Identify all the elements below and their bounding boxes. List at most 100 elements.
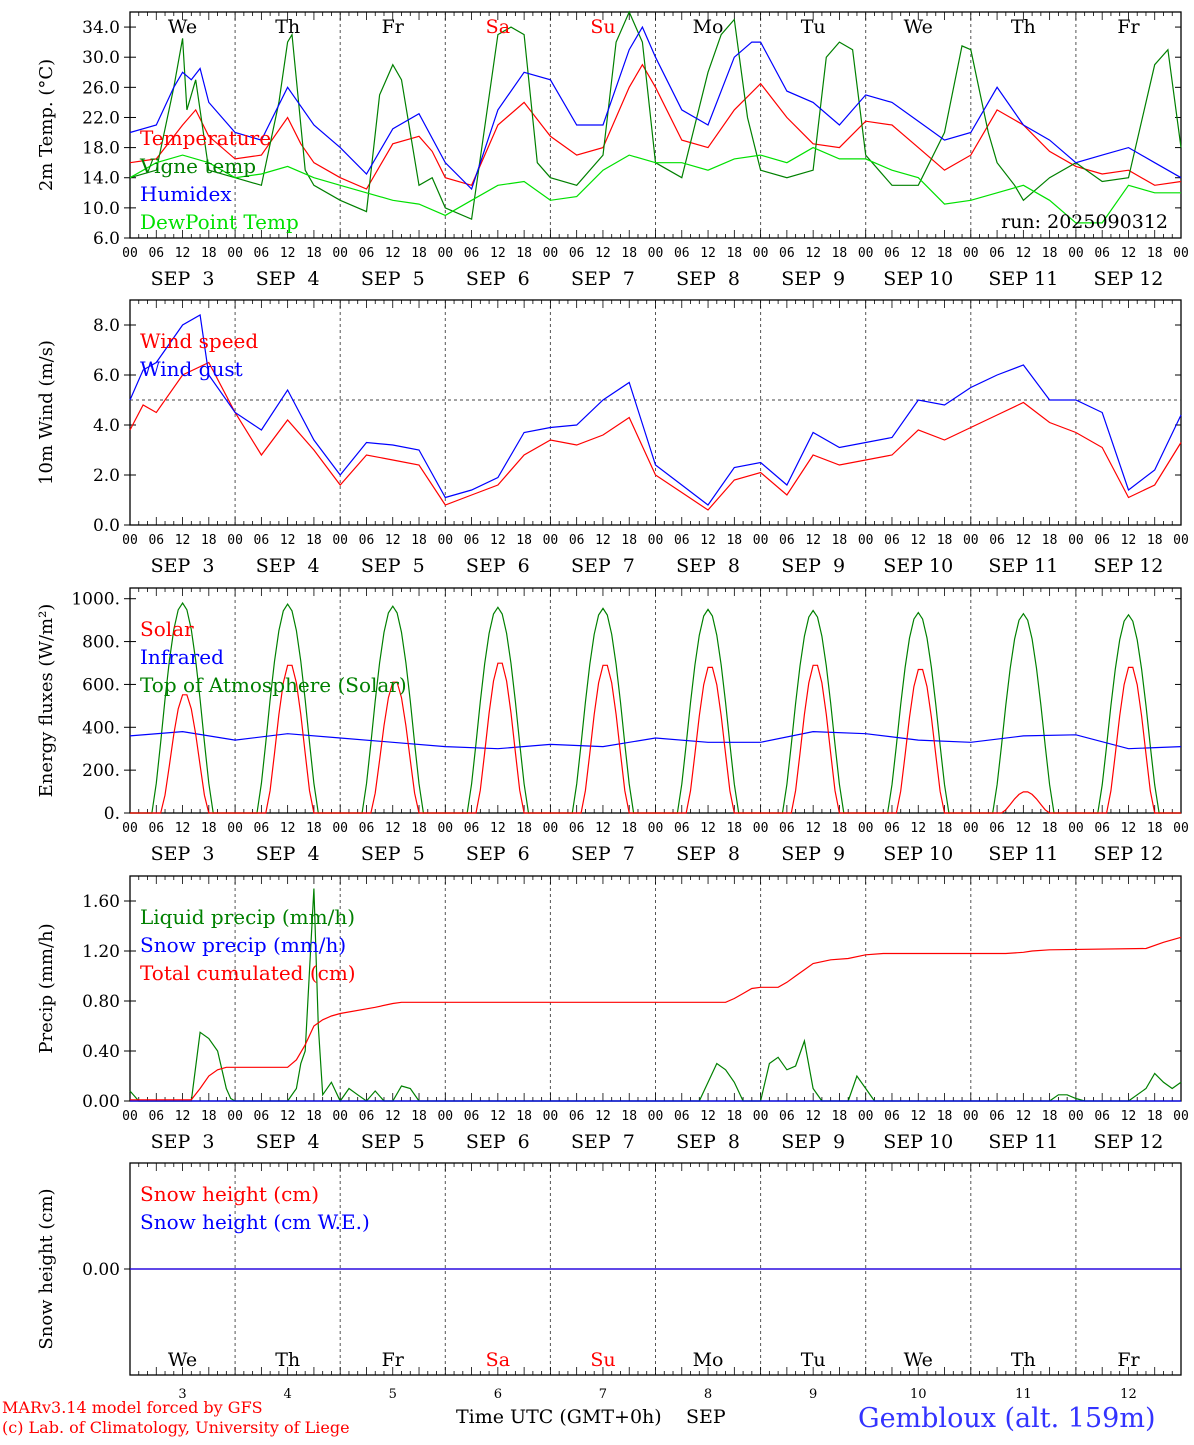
- x-hour-label: 12: [1121, 1109, 1137, 1124]
- series-humidex: [129, 25, 1182, 191]
- x-hour-label: 18: [937, 1109, 953, 1124]
- x-date-label: SEP 4: [256, 843, 320, 865]
- x-hour-label: 18: [411, 246, 427, 261]
- x-hour-label: 06: [148, 246, 164, 261]
- x-hour-label: 12: [910, 1109, 926, 1124]
- x-hour-label: 00: [332, 1109, 348, 1124]
- series-infrared: [129, 730, 1182, 750]
- x-date-label: SEP 10: [883, 268, 953, 290]
- x-hour-label: 18: [1042, 821, 1058, 836]
- x-hour-label: 06: [569, 533, 585, 548]
- x-hour-label: 06: [148, 1109, 164, 1124]
- date-number: 12: [1120, 1387, 1137, 1402]
- y-axis-title: 10m Wind (m/s): [36, 340, 57, 485]
- x-date-label: SEP 6: [466, 268, 530, 290]
- x-hour-label: 12: [175, 246, 191, 261]
- x-hour-label: 12: [595, 821, 611, 836]
- x-hour-label: 18: [937, 533, 953, 548]
- y-tick-label: 1000.: [71, 590, 120, 610]
- x-date-label: SEP 8: [676, 843, 740, 865]
- x-date-label: SEP 12: [1094, 1131, 1164, 1153]
- x-date-label: SEP 10: [883, 843, 953, 865]
- x-hour-label: 00: [122, 1109, 138, 1124]
- x-hour-label: 12: [595, 1109, 611, 1124]
- x-hour-label: 12: [175, 1109, 191, 1124]
- date-number: 5: [389, 1387, 397, 1402]
- x-hour-label: 06: [884, 246, 900, 261]
- x-hour-label: 00: [437, 533, 453, 548]
- x-hour-label: 12: [280, 1109, 296, 1124]
- x-hour-label: 18: [621, 246, 637, 261]
- x-hour-label: 18: [1042, 533, 1058, 548]
- x-hour-label: 06: [254, 821, 270, 836]
- x-hour-label: 00: [858, 246, 874, 261]
- x-hour-label: 06: [359, 821, 375, 836]
- footer-lab: (c) Lab. of Climatology, University of L…: [2, 1418, 350, 1437]
- x-hour-label: 18: [621, 533, 637, 548]
- x-hour-label: 00: [648, 1109, 664, 1124]
- station-label: Gembloux (alt. 159m): [858, 1403, 1155, 1434]
- x-date-label: SEP 9: [781, 555, 845, 577]
- legend-entry: Liquid precip (mm/h): [140, 905, 355, 929]
- x-hour-label: 18: [1147, 821, 1163, 836]
- day-name: Su: [590, 16, 615, 38]
- x-hour-label: 00: [1068, 1109, 1084, 1124]
- x-hour-label: 00: [122, 246, 138, 261]
- x-date-label: SEP 11: [988, 843, 1058, 865]
- panel-energy: 0. 200. 400. 600. 800. 1000. Energy fluxes (W/…: [36, 587, 1189, 865]
- x-date-label: SEP 3: [151, 555, 215, 577]
- y-axis-title: Snow height (cm): [36, 1188, 57, 1349]
- x-hour-label: 18: [726, 533, 742, 548]
- x-date-label: SEP 7: [571, 268, 635, 290]
- x-axis-month: SEP: [686, 1406, 726, 1428]
- x-hour-label: 00: [1173, 821, 1189, 836]
- x-hour-label: 12: [1016, 1109, 1032, 1124]
- x-hour-label: 18: [937, 821, 953, 836]
- x-hour-label: 18: [1147, 246, 1163, 261]
- panel-snow: 0.00 Snow height (cm) Snow height (cm) Snow…: [36, 1162, 1182, 1402]
- y-tick-label: 400.: [82, 718, 120, 738]
- series-wind-speed: [129, 361, 1182, 511]
- x-hour-label: 00: [648, 246, 664, 261]
- day-name: Mo: [693, 1349, 724, 1371]
- x-hour-label: 00: [227, 821, 243, 836]
- y-tick-label: 1.60: [82, 892, 120, 912]
- x-hour-label: 06: [254, 1109, 270, 1124]
- x-hour-label: 18: [1147, 533, 1163, 548]
- x-hour-label: 00: [963, 821, 979, 836]
- day-name: Su: [590, 1349, 615, 1371]
- x-hour-label: 06: [464, 1109, 480, 1124]
- x-hour-label: 18: [516, 821, 532, 836]
- x-hour-label: 18: [306, 246, 322, 261]
- x-hour-label: 06: [884, 533, 900, 548]
- x-date-label: SEP 8: [676, 268, 740, 290]
- series-vigne-temp: [129, 10, 1182, 221]
- panel-frame: [129, 587, 1182, 814]
- x-hour-label: 12: [700, 533, 716, 548]
- x-hour-label: 18: [306, 1109, 322, 1124]
- x-date-label: SEP 5: [361, 268, 425, 290]
- x-hour-label: 18: [411, 533, 427, 548]
- x-date-label: SEP 9: [781, 268, 845, 290]
- date-number: 4: [284, 1387, 292, 1402]
- x-hour-label: 06: [674, 821, 690, 836]
- x-date-label: SEP 7: [571, 555, 635, 577]
- x-hour-label: 06: [1094, 246, 1110, 261]
- x-date-label: SEP 6: [466, 555, 530, 577]
- y-axis-title: 2m Temp. (°C): [36, 59, 57, 191]
- day-name: We: [904, 1349, 933, 1371]
- x-hour-label: 18: [201, 821, 217, 836]
- x-hour-label: 18: [411, 1109, 427, 1124]
- x-hour-label: 06: [989, 1109, 1005, 1124]
- x-date-label: SEP 5: [361, 555, 425, 577]
- x-hour-label: 00: [437, 821, 453, 836]
- x-hour-label: 12: [175, 821, 191, 836]
- x-hour-label: 06: [464, 533, 480, 548]
- y-tick-label: 600.: [82, 675, 120, 695]
- x-hour-label: 12: [700, 246, 716, 261]
- date-number: 3: [178, 1387, 186, 1402]
- x-hour-label: 00: [437, 246, 453, 261]
- x-hour-label: 06: [359, 246, 375, 261]
- x-date-label: SEP 10: [883, 555, 953, 577]
